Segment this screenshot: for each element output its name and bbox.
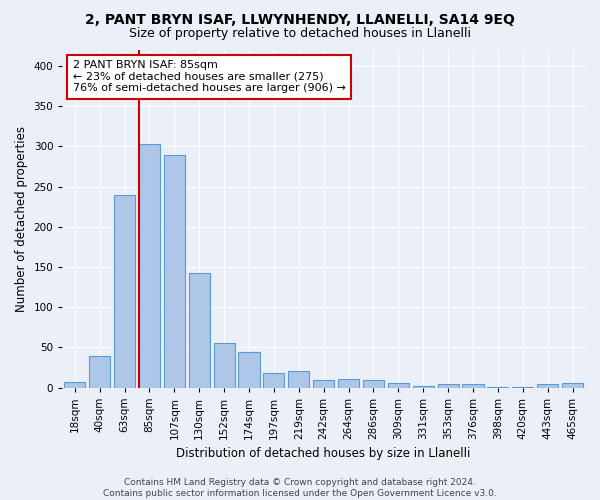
- Bar: [537, 384, 558, 388]
- Text: Contains HM Land Registry data © Crown copyright and database right 2024.
Contai: Contains HM Land Registry data © Crown c…: [103, 478, 497, 498]
- Text: 2, PANT BRYN ISAF, LLWYNHENDY, LLANELLI, SA14 9EQ: 2, PANT BRYN ISAF, LLWYNHENDY, LLANELLI,…: [85, 12, 515, 26]
- Bar: [263, 373, 284, 388]
- Bar: [164, 156, 185, 388]
- Bar: [338, 378, 359, 388]
- Bar: [139, 144, 160, 388]
- Text: 2 PANT BRYN ISAF: 85sqm
← 23% of detached houses are smaller (275)
76% of semi-d: 2 PANT BRYN ISAF: 85sqm ← 23% of detache…: [73, 60, 346, 94]
- Bar: [288, 372, 310, 388]
- Bar: [238, 352, 260, 388]
- Text: Size of property relative to detached houses in Llanelli: Size of property relative to detached ho…: [129, 28, 471, 40]
- Bar: [214, 344, 235, 388]
- Bar: [413, 386, 434, 388]
- Bar: [363, 380, 384, 388]
- Bar: [64, 382, 85, 388]
- Bar: [188, 274, 210, 388]
- Bar: [562, 384, 583, 388]
- Bar: [487, 386, 508, 388]
- Y-axis label: Number of detached properties: Number of detached properties: [15, 126, 28, 312]
- Bar: [388, 384, 409, 388]
- Bar: [114, 194, 135, 388]
- Bar: [89, 356, 110, 388]
- Bar: [313, 380, 334, 388]
- X-axis label: Distribution of detached houses by size in Llanelli: Distribution of detached houses by size …: [176, 447, 471, 460]
- Bar: [463, 384, 484, 388]
- Bar: [512, 386, 533, 388]
- Bar: [437, 384, 458, 388]
